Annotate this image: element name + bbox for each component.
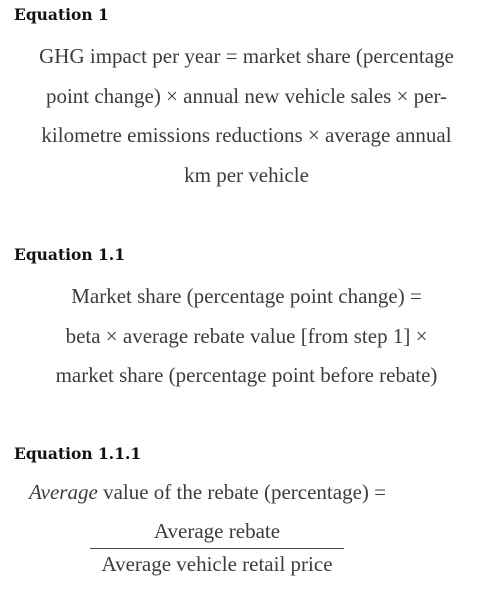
equation-1-line-4: km per vehicle [184,163,309,187]
equation-1-line-2: point change) × annual new vehicle sales… [45,84,448,108]
equation-1-1-1-heading: Equation 1.1.1 [14,444,142,463]
equation-1-1-line-2: beta × average rebate value [from step 1… [65,324,428,348]
fraction-bar [90,548,344,549]
equation-1-line-3: kilometre emissions reductions × average… [41,123,452,147]
equation-1-1-heading: Equation 1.1 [14,245,125,264]
equation-1-1-line-3: market share (percentage point before re… [55,363,438,387]
equation-1-line-1: GHG impact per year = market share (perc… [39,44,454,68]
fraction-numerator: Average rebate [153,519,281,543]
equation-1-heading: Equation 1 [14,5,109,24]
fraction-denominator: Average vehicle retail price [101,552,333,576]
equation-1-1-line-1: Market share (percentage point change) = [71,284,422,308]
equation-1-1-1-lhs-rest: value of the rebate (percentage) = [97,480,386,504]
equation-1-1-1-lhs: Average value of the rebate (percentage)… [29,480,386,505]
equation-1-1-1-lhs-italic: Average [29,480,98,504]
